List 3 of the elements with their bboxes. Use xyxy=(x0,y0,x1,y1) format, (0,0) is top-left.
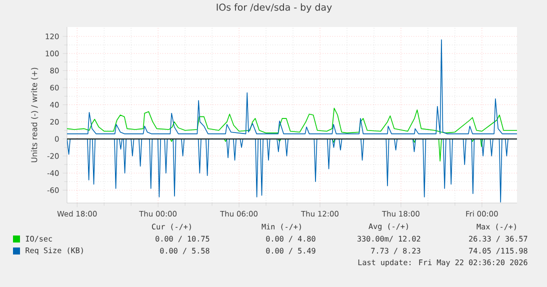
chart-title: IOs for /dev/sda - by day xyxy=(216,3,332,13)
line-series xyxy=(67,108,518,134)
line-series xyxy=(67,39,518,134)
